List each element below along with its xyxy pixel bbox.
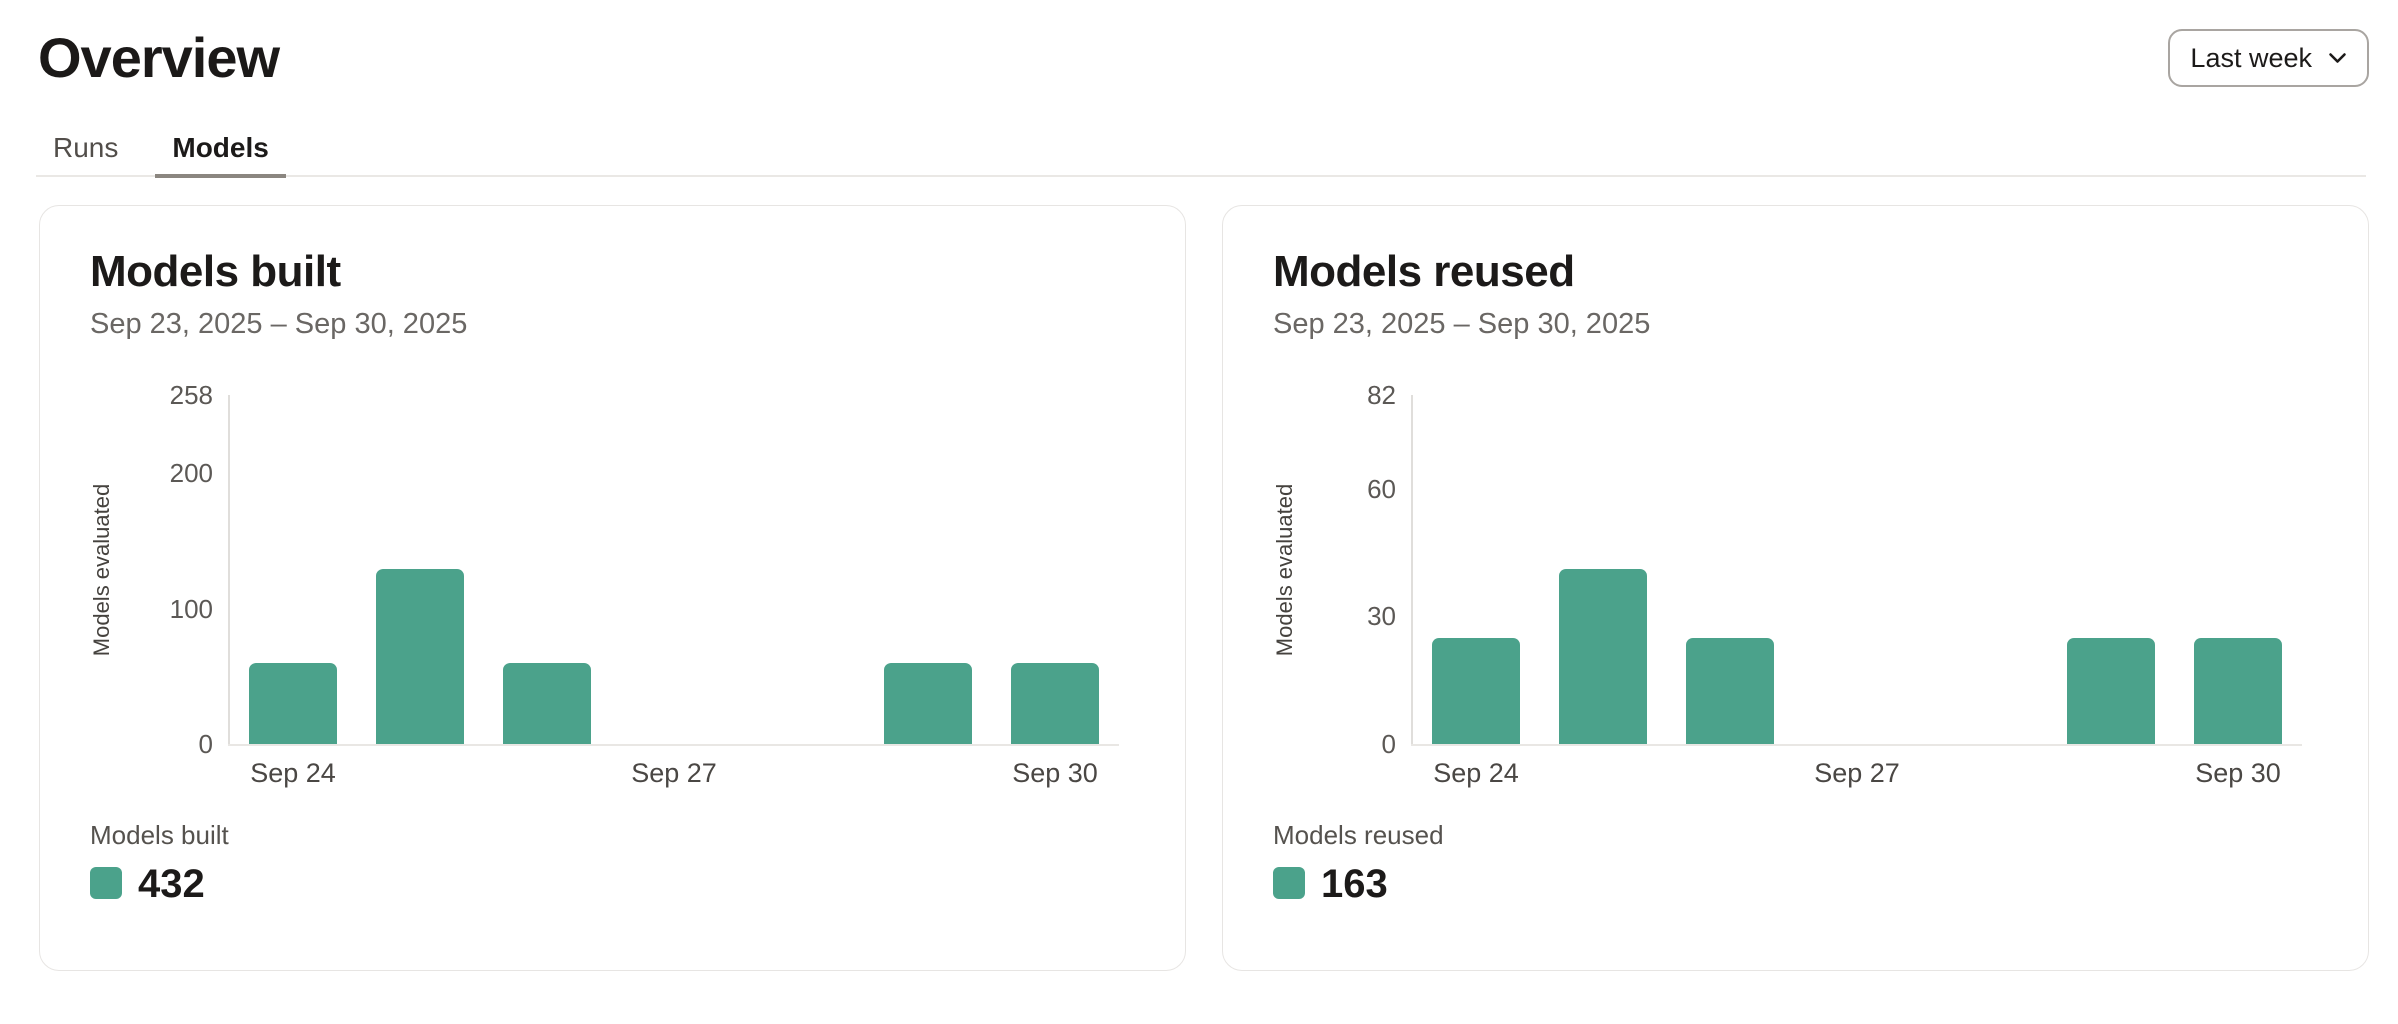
- x-tick-label: Sep 24: [250, 758, 336, 788]
- card-date-range: Sep 23, 2025 – Sep 30, 2025: [1273, 308, 1651, 340]
- bar-sep-26[interactable]: [503, 663, 591, 744]
- bar-sep-24[interactable]: [1432, 638, 1520, 744]
- bar-sep-29[interactable]: [2067, 638, 2155, 744]
- card-date-range: Sep 23, 2025 – Sep 30, 2025: [90, 308, 468, 340]
- legend-swatch: [90, 867, 122, 899]
- bar-sep-30[interactable]: [1011, 663, 1099, 744]
- x-tick-label: Sep 27: [631, 758, 717, 788]
- legend-swatch: [1273, 867, 1305, 899]
- legend-total: 432: [138, 862, 205, 906]
- bar-sep-25[interactable]: [1559, 569, 1647, 744]
- legend-label: Models built: [90, 820, 229, 850]
- y-axis-title: Models evaluated: [89, 483, 114, 656]
- y-axis-line: [1411, 395, 1413, 744]
- date-range-label: Last week: [2190, 42, 2312, 73]
- y-tick-label: 30: [1367, 601, 1396, 632]
- tab-bar: Runs Models: [36, 120, 2366, 178]
- page-title: Overview: [38, 26, 280, 89]
- legend-label: Models reused: [1273, 820, 1444, 850]
- card-title: Models reused: [1273, 247, 1575, 296]
- date-range-selector[interactable]: Last week: [2168, 29, 2369, 87]
- x-axis-line: [1411, 744, 2302, 746]
- tab-runs[interactable]: Runs: [36, 120, 135, 178]
- y-tick-label: 200: [169, 458, 213, 489]
- x-axis-line: [228, 744, 1119, 746]
- legend-total: 163: [1321, 862, 1388, 906]
- x-tick-label: Sep 30: [1012, 758, 1098, 788]
- x-tick-label: Sep 24: [1433, 758, 1519, 788]
- models-built-chart: 0 100 200 258 Sep 24 Sep 27 Sep 30 Models evalu…: [40, 206, 1185, 970]
- y-tick-label: 100: [169, 593, 213, 624]
- y-tick-label: 60: [1367, 473, 1396, 504]
- chevron-down-icon: [2328, 52, 2347, 65]
- y-axis-title: Models evaluated: [1272, 483, 1297, 656]
- bar-sep-29[interactable]: [884, 663, 972, 744]
- tab-models[interactable]: Models: [155, 120, 286, 178]
- models-reused-chart: 0 30 60 82 Sep 24 Sep 27 Sep 30 Models evaluate…: [1223, 206, 2368, 970]
- y-tick-label: 82: [1367, 380, 1396, 410]
- x-tick-label: Sep 30: [2195, 758, 2281, 788]
- bar-sep-30[interactable]: [2194, 638, 2282, 744]
- bar-sep-24[interactable]: [249, 663, 337, 744]
- models-built-card: Models built Sep 23, 2025 – Sep 30, 2025…: [39, 205, 1186, 971]
- card-title: Models built: [90, 247, 341, 296]
- y-tick-label: 0: [198, 729, 213, 759]
- y-tick-label: 258: [169, 380, 213, 410]
- y-tick-label: 0: [1381, 729, 1396, 759]
- models-reused-card: Models reused Sep 23, 2025 – Sep 30, 202…: [1222, 205, 2369, 971]
- x-tick-label: Sep 27: [1814, 758, 1900, 788]
- y-axis-line: [228, 395, 230, 744]
- bar-sep-26[interactable]: [1686, 638, 1774, 744]
- bar-sep-25[interactable]: [376, 569, 464, 744]
